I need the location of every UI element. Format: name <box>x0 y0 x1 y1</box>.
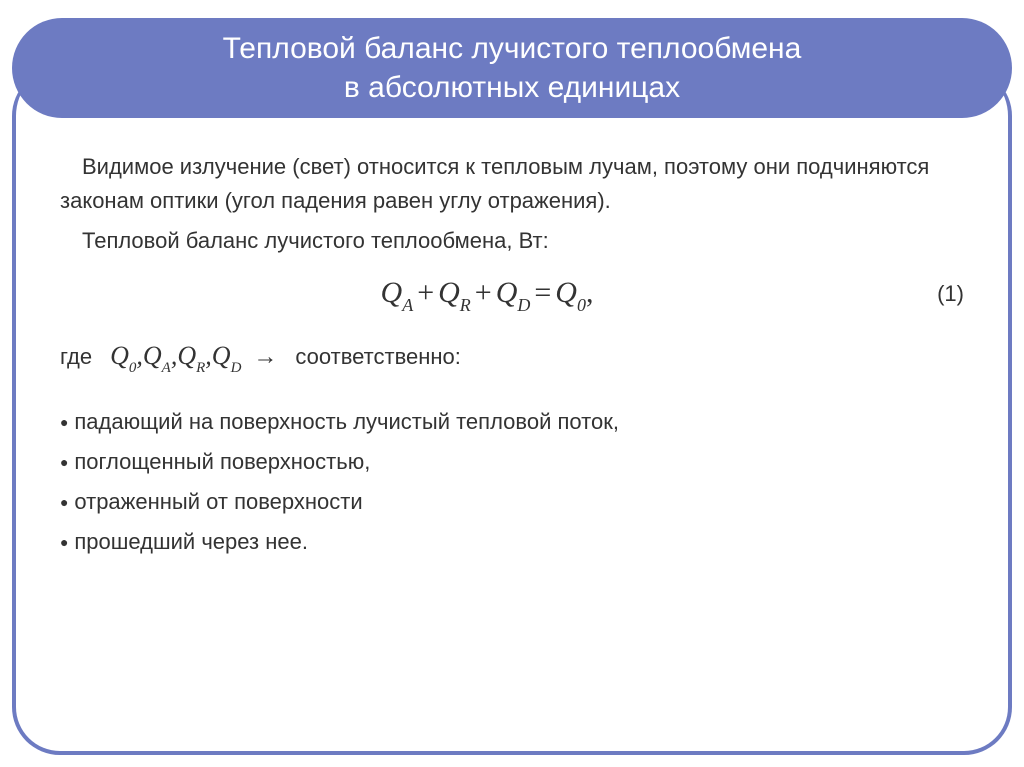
slide-title: Тепловой баланс лучистого теплообмена в … <box>12 18 1012 118</box>
list-item: падающий на поверхность лучистый теплово… <box>60 405 964 439</box>
list-item: поглощенный поверхностью, <box>60 445 964 479</box>
where-label: где <box>60 340 92 374</box>
title-line-2: в абсолютных единицах <box>344 68 680 107</box>
list-item: отраженный от поверхности <box>60 485 964 519</box>
where-sootv: соответственно: <box>295 340 460 374</box>
equation-row: QA+QR+QD=Q0, (1) <box>60 270 964 318</box>
where-symbols: Q0,QA,QR,QD → <box>110 336 277 378</box>
definitions-list: падающий на поверхность лучистый теплово… <box>60 405 964 559</box>
equation-number: (1) <box>914 277 964 311</box>
paragraph-balance-label: Тепловой баланс лучистого теплообмена, В… <box>60 224 964 258</box>
where-line: где Q0,QA,QR,QD → соответственно: <box>60 336 964 378</box>
main-equation: QA+QR+QD=Q0, <box>60 270 914 318</box>
title-line-1: Тепловой баланс лучистого теплообмена <box>223 29 802 68</box>
paragraph-intro: Видимое излучение (свет) относится к теп… <box>60 150 964 218</box>
slide-body: Видимое излучение (свет) относится к теп… <box>60 150 964 727</box>
list-item: прошедший через нее. <box>60 525 964 559</box>
